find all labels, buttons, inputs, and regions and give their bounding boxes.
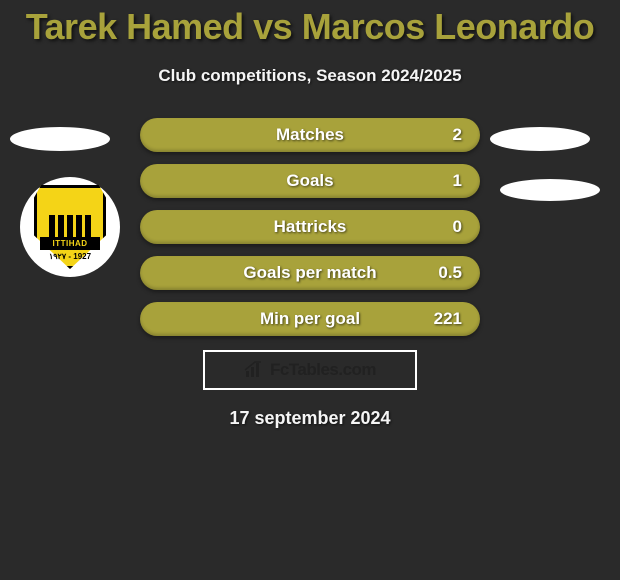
subtitle: Club competitions, Season 2024/2025 bbox=[0, 66, 620, 86]
stat-label: Goals per match bbox=[243, 263, 376, 283]
stat-label: Hattricks bbox=[274, 217, 347, 237]
stat-row-min-per-goal: Min per goal 221 bbox=[140, 302, 480, 336]
stat-row-matches: Matches 2 bbox=[140, 118, 480, 152]
crest-stripes bbox=[44, 215, 96, 237]
comparison-title: Tarek Hamed vs Marcos Leonardo bbox=[0, 6, 620, 48]
stat-value: 1 bbox=[453, 171, 462, 191]
stat-row-goals-per-match: Goals per match 0.5 bbox=[140, 256, 480, 290]
stat-value: 0.5 bbox=[438, 263, 462, 283]
crest-year-text: ١٩٢٧ - 1927 bbox=[34, 252, 106, 261]
stat-row-hattricks: Hattricks 0 bbox=[140, 210, 480, 244]
snapshot-date: 17 september 2024 bbox=[0, 408, 620, 429]
infographic-container: Tarek Hamed vs Marcos Leonardo Club comp… bbox=[0, 0, 620, 429]
stat-value: 221 bbox=[434, 309, 462, 329]
player2-badge-ellipse-1 bbox=[490, 127, 590, 151]
player2-badge-ellipse-2 bbox=[500, 179, 600, 201]
player1-club-logo: ITTIHAD CLUB ١٩٢٧ - 1927 bbox=[20, 177, 120, 277]
fctables-watermark: FcTables.com bbox=[203, 350, 417, 390]
watermark-text: FcTables.com bbox=[270, 360, 376, 380]
ittihad-crest: ITTIHAD CLUB ١٩٢٧ - 1927 bbox=[34, 185, 106, 269]
player1-badge-ellipse bbox=[10, 127, 110, 151]
stat-label: Goals bbox=[286, 171, 333, 191]
bar-chart-icon bbox=[244, 361, 266, 379]
stats-list: Matches 2 Goals 1 Hattricks 0 Goals per … bbox=[140, 118, 480, 336]
stat-row-goals: Goals 1 bbox=[140, 164, 480, 198]
stat-label: Min per goal bbox=[260, 309, 360, 329]
stat-value: 0 bbox=[453, 217, 462, 237]
stat-label: Matches bbox=[276, 125, 344, 145]
stat-value: 2 bbox=[453, 125, 462, 145]
crest-band-text: ITTIHAD CLUB bbox=[40, 237, 100, 250]
